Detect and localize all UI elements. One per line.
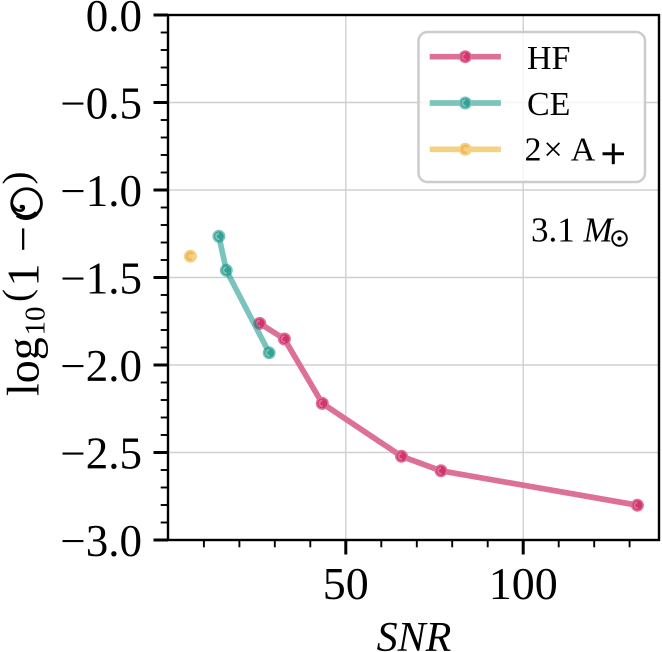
svg-text:−0.5: −0.5 <box>60 79 142 129</box>
svg-text:0.0: 0.0 <box>86 0 142 41</box>
svg-text:−1.0: −1.0 <box>60 166 142 216</box>
svg-text:CE: CE <box>527 86 570 123</box>
svg-text:−3.0: −3.0 <box>60 516 142 566</box>
svg-text:50: 50 <box>323 558 369 609</box>
svg-text:3.1 M: 3.1 M <box>531 211 615 250</box>
svg-text:−1.5: −1.5 <box>60 254 142 304</box>
svg-text:100: 100 <box>489 558 558 609</box>
svg-text:1: 1 <box>0 264 49 287</box>
svg-text:(: ( <box>0 289 39 302</box>
svg-text:10: 10 <box>20 307 52 336</box>
svg-text:): ) <box>0 172 39 185</box>
svg-text:HF: HF <box>527 40 570 77</box>
svg-text:SNR: SNR <box>377 615 452 652</box>
svg-text:−: − <box>0 226 49 252</box>
svg-text:−2.5: −2.5 <box>60 429 142 479</box>
svg-text:2×A: 2× A <box>525 131 596 168</box>
svg-text:−2.0: −2.0 <box>60 341 142 391</box>
svg-text:log: log <box>0 337 49 396</box>
